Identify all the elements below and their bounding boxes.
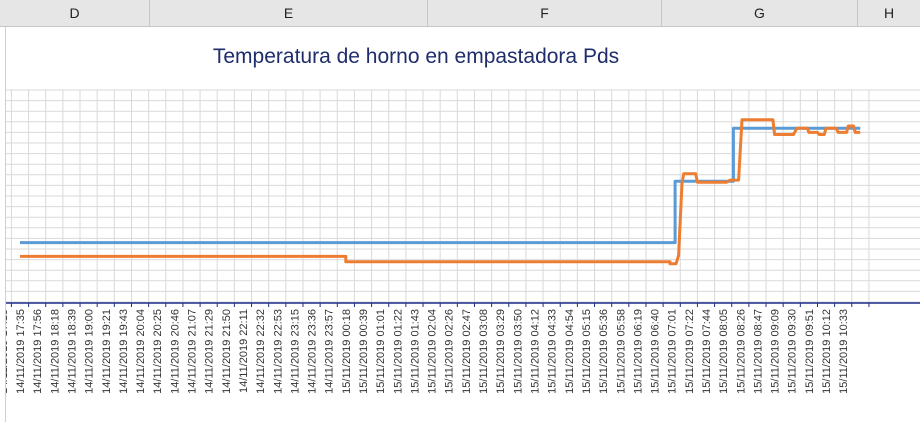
x-tick-label: 15/11/2019 04:33 xyxy=(547,309,559,394)
x-tick-label: 14/11/2019 22:32 xyxy=(255,309,267,394)
series-lines xyxy=(20,118,861,266)
x-tick-label: 14/11/2019 20:46 xyxy=(169,309,181,394)
x-tick-label: 14/11/2019 23:57 xyxy=(324,309,336,394)
gridlines xyxy=(6,89,920,303)
x-tick-label: 15/11/2019 02:47 xyxy=(461,309,473,394)
x-tick-label: 15/11/2019 08:26 xyxy=(735,309,747,394)
x-tick-label: 15/11/2019 06:40 xyxy=(650,309,662,394)
x-tick-label: 15/11/2019 01:01 xyxy=(375,309,387,394)
x-tick-label: 15/11/2019 04:54 xyxy=(564,309,576,394)
x-tick-label: 14/11/2019 21:07 xyxy=(187,309,199,394)
x-tick-label: 15/11/2019 05:58 xyxy=(615,309,627,394)
x-tick-label: 15/11/2019 00:18 xyxy=(341,309,353,394)
x-tick-label: 15/11/2019 02:04 xyxy=(427,309,439,394)
x-tick-label: 14/11/2019 19:00 xyxy=(84,309,96,394)
chart-title: Temperatura de horno en empastadora Pds xyxy=(213,45,619,68)
x-tick-label: 15/11/2019 03:50 xyxy=(512,309,524,394)
x-tick-label: 15/11/2019 07:22 xyxy=(684,309,696,394)
x-tick-label: 14/11/2019 23:15 xyxy=(289,309,301,394)
column-header-f[interactable]: F xyxy=(428,0,662,26)
x-tick-label: 15/11/2019 08:47 xyxy=(752,309,764,394)
x-axis-ticks xyxy=(10,303,870,307)
x-tick-label: 15/11/2019 05:36 xyxy=(598,309,610,394)
series-line-2 xyxy=(20,118,861,266)
temperature-chart[interactable]: Temperatura de horno en empastadora Pds … xyxy=(0,27,920,422)
x-tick-label: 14/11/2019 22:11 xyxy=(238,309,250,393)
column-header-bar: D E F G H xyxy=(0,0,920,27)
x-tick-label: 15/11/2019 10:12 xyxy=(821,309,833,394)
x-tick-label: 14/11/2019 22:53 xyxy=(272,309,284,394)
x-tick-label: 15/11/2019 07:44 xyxy=(701,309,713,394)
x-tick-label: 15/11/2019 10:33 xyxy=(838,309,850,394)
column-header-d[interactable]: D xyxy=(0,0,150,26)
x-tick-label: 14/11/2019 20:25 xyxy=(152,309,164,394)
column-header-h[interactable]: H xyxy=(883,5,895,21)
x-tick-label: 15/11/2019 03:08 xyxy=(478,309,490,394)
x-tick-label: 15/11/2019 07:01 xyxy=(667,309,679,394)
x-tick-label: 14/11/2019 20:04 xyxy=(135,309,147,394)
x-tick-label: 14/11/2019 17:35 xyxy=(15,309,27,394)
chart-left-border xyxy=(0,27,6,422)
column-header-e[interactable]: E xyxy=(150,0,428,26)
x-tick-label: 15/11/2019 09:09 xyxy=(770,309,782,394)
x-tick-label: 14/11/2019 17:56 xyxy=(32,309,44,394)
x-tick-label: 15/11/2019 05:15 xyxy=(581,309,593,394)
x-tick-label: 15/11/2019 03:29 xyxy=(495,309,507,394)
x-tick-label: 15/11/2019 01:43 xyxy=(409,309,421,394)
x-tick-label: 14/11/2019 19:21 xyxy=(101,309,113,394)
x-tick-label: 14/11/2019 19:43 xyxy=(118,309,130,394)
x-tick-label: 14/11/2019 18:18 xyxy=(49,309,61,394)
x-tick-label: 15/11/2019 09:30 xyxy=(787,309,799,394)
x-tick-label: 15/11/2019 02:26 xyxy=(444,309,456,394)
x-tick-label: 14/11/2019 18:39 xyxy=(66,309,78,394)
x-tick-label: 14/11/2019 21:29 xyxy=(204,309,216,394)
column-header-g[interactable]: G xyxy=(662,0,858,26)
x-tick-label: 15/11/2019 01:22 xyxy=(392,309,404,394)
x-tick-label: 15/11/2019 08:05 xyxy=(718,309,730,394)
x-tick-label: 15/11/2019 09:51 xyxy=(804,309,816,394)
x-tick-label: 15/11/2019 04:12 xyxy=(530,309,542,394)
x-tick-label: 15/11/2019 00:39 xyxy=(358,309,370,394)
x-tick-label: 14/11/2019 21:50 xyxy=(221,309,233,394)
x-tick-label: 14/11/2019 23:36 xyxy=(307,309,319,394)
chart-background xyxy=(0,27,920,422)
x-tick-label: 15/11/2019 06:19 xyxy=(632,309,644,394)
